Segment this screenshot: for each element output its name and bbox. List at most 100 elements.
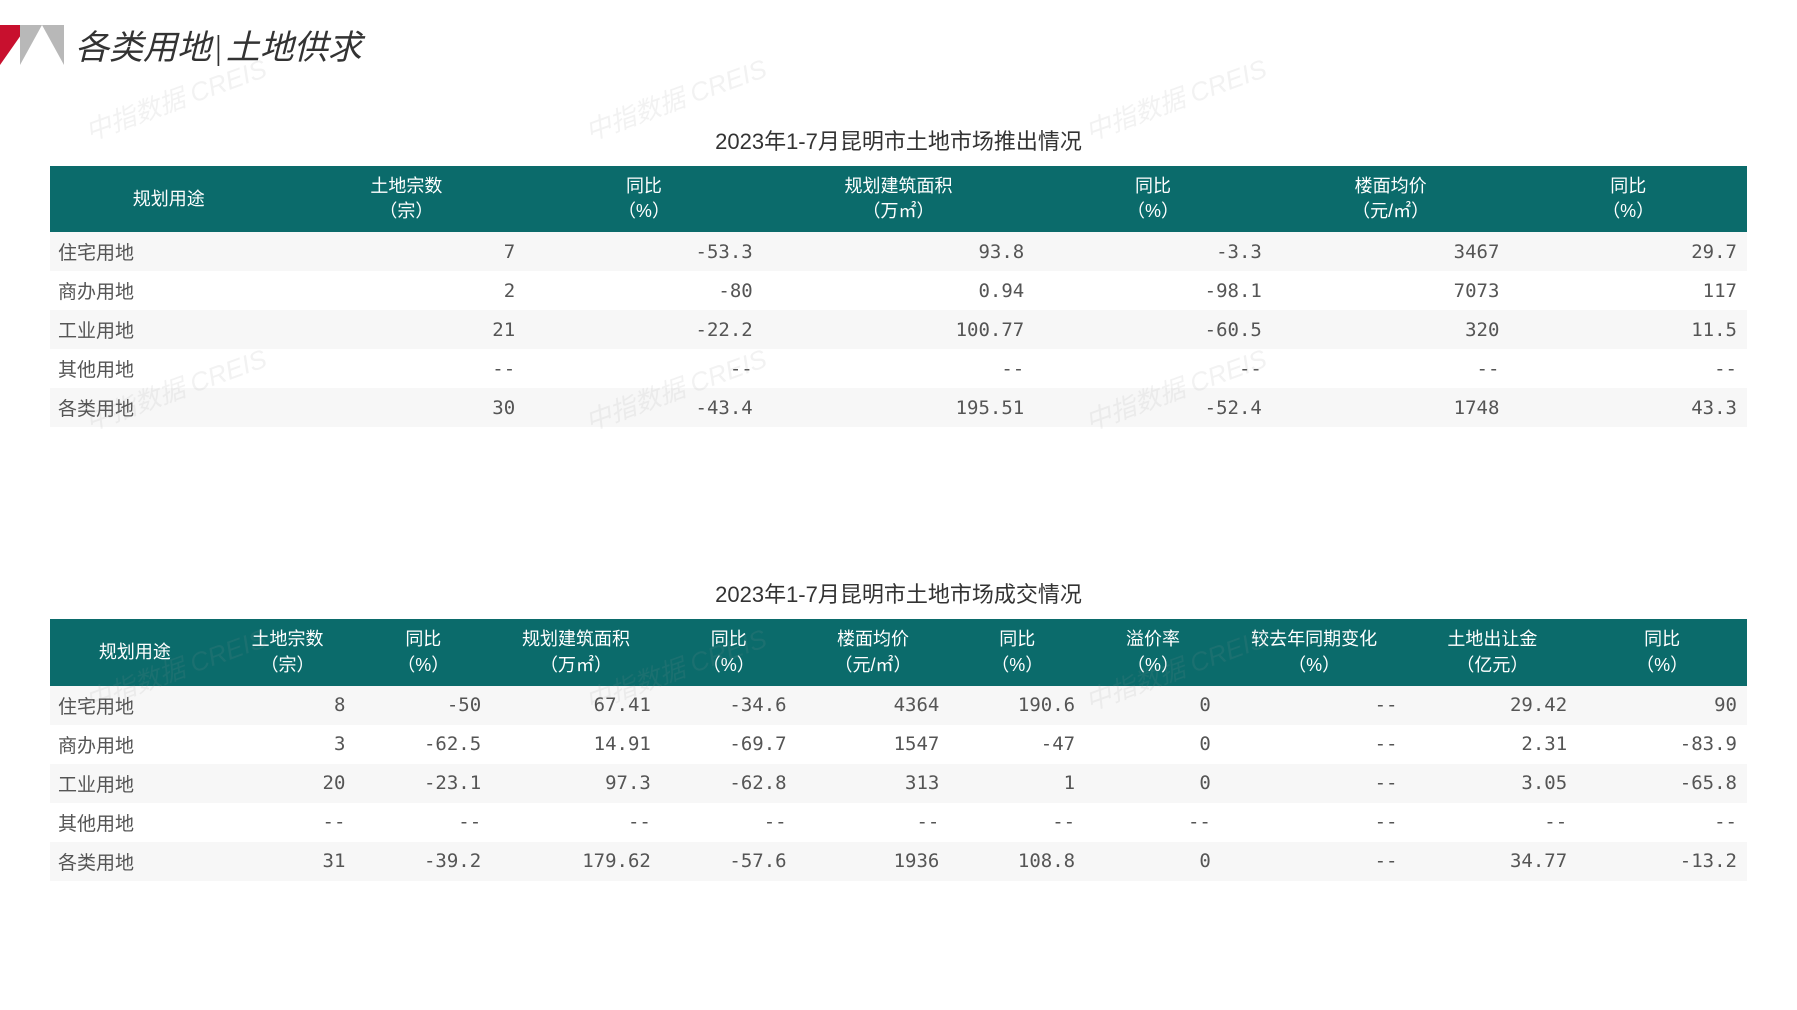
table-cell: -- <box>1272 349 1510 388</box>
table-cell: 0 <box>1085 764 1221 803</box>
table-cell: -- <box>797 803 950 842</box>
column-header: 土地出让金（亿元） <box>1408 619 1578 685</box>
table-cell: 8 <box>220 686 356 725</box>
column-header: 土地宗数（宗） <box>288 166 526 232</box>
table-cell: -- <box>1034 349 1272 388</box>
table-cell: 2 <box>288 271 526 310</box>
table-cell: 1 <box>949 764 1085 803</box>
table1-body: 住宅用地7-53.393.8-3.3346729.7商办用地2-800.94-9… <box>50 232 1747 427</box>
table-cell: 商办用地 <box>50 725 220 764</box>
table-cell: 100.77 <box>763 310 1035 349</box>
table2-title: 2023年1-7月昆明市土地市场成交情况 <box>50 577 1747 609</box>
table-cell: 34.77 <box>1408 842 1578 881</box>
table-cell: -57.6 <box>661 842 797 881</box>
table-cell: 0 <box>1085 686 1221 725</box>
table-cell: 1936 <box>797 842 950 881</box>
table-cell: -34.6 <box>661 686 797 725</box>
table-cell: -- <box>1509 349 1747 388</box>
table-cell: 90 <box>1577 686 1747 725</box>
table-cell: 97.3 <box>491 764 661 803</box>
table-cell: -23.1 <box>355 764 491 803</box>
table-cell: -- <box>525 349 763 388</box>
table-cell: 20 <box>220 764 356 803</box>
table-cell: 1547 <box>797 725 950 764</box>
page-header: 各类用地|土地供求 <box>0 0 1797 84</box>
table-cell: -60.5 <box>1034 310 1272 349</box>
table-cell: -- <box>949 803 1085 842</box>
table-row: 工业用地21-22.2100.77-60.532011.5 <box>50 310 1747 349</box>
table-cell: -- <box>661 803 797 842</box>
table-cell: -3.3 <box>1034 232 1272 271</box>
table-cell: 各类用地 <box>50 388 288 427</box>
table-cell: -53.3 <box>525 232 763 271</box>
table-cell: 商办用地 <box>50 271 288 310</box>
page-title: 各类用地|土地供求 <box>75 20 362 69</box>
table-cell: 各类用地 <box>50 842 220 881</box>
table-cell: 313 <box>797 764 950 803</box>
table-cell: -47 <box>949 725 1085 764</box>
table-section-deal: 2023年1-7月昆明市土地市场成交情况 规划用途土地宗数（宗）同比（%）规划建… <box>50 577 1747 880</box>
table-cell: -80 <box>525 271 763 310</box>
table1-title: 2023年1-7月昆明市土地市场推出情况 <box>50 124 1747 156</box>
column-header: 同比（%） <box>1034 166 1272 232</box>
table-cell: -- <box>355 803 491 842</box>
table-cell: 0 <box>1085 842 1221 881</box>
table-cell: 43.3 <box>1509 388 1747 427</box>
table-cell: 67.41 <box>491 686 661 725</box>
table-cell: -- <box>491 803 661 842</box>
table-cell: -- <box>1577 803 1747 842</box>
table-cell: 7073 <box>1272 271 1510 310</box>
table-cell: 30 <box>288 388 526 427</box>
table-cell: 117 <box>1509 271 1747 310</box>
logo-icon <box>0 25 60 65</box>
table-cell: 29.42 <box>1408 686 1578 725</box>
table-section-supply: 2023年1-7月昆明市土地市场推出情况 规划用途土地宗数（宗）同比（%）规划建… <box>50 124 1747 427</box>
column-header: 规划用途 <box>50 619 220 685</box>
column-header: 同比（%） <box>525 166 763 232</box>
table-cell: -50 <box>355 686 491 725</box>
table2: 规划用途土地宗数（宗）同比（%）规划建筑面积（万㎡）同比（%）楼面均价（元/㎡）… <box>50 619 1747 880</box>
table-cell: 14.91 <box>491 725 661 764</box>
table-cell: -22.2 <box>525 310 763 349</box>
column-header: 同比（%） <box>1509 166 1747 232</box>
table-row: 商办用地3-62.514.91-69.71547-470--2.31-83.9 <box>50 725 1747 764</box>
table-cell: -- <box>1408 803 1578 842</box>
table-row: 工业用地20-23.197.3-62.831310--3.05-65.8 <box>50 764 1747 803</box>
table-cell: -- <box>1221 725 1408 764</box>
table-cell: 2.31 <box>1408 725 1578 764</box>
table-cell: 31 <box>220 842 356 881</box>
table-cell: 住宅用地 <box>50 686 220 725</box>
table-row: 住宅用地7-53.393.8-3.3346729.7 <box>50 232 1747 271</box>
table-cell: 工业用地 <box>50 764 220 803</box>
column-header: 规划建筑面积（万㎡） <box>491 619 661 685</box>
table-cell: -- <box>1221 803 1408 842</box>
table-row: 商办用地2-800.94-98.17073117 <box>50 271 1747 310</box>
table-cell: -52.4 <box>1034 388 1272 427</box>
table-cell: 其他用地 <box>50 349 288 388</box>
table-cell: 3 <box>220 725 356 764</box>
table-cell: 93.8 <box>763 232 1035 271</box>
table-cell: 179.62 <box>491 842 661 881</box>
table-cell: -- <box>1221 764 1408 803</box>
table-cell: -62.8 <box>661 764 797 803</box>
table-cell: -- <box>763 349 1035 388</box>
column-header: 同比（%） <box>949 619 1085 685</box>
table-cell: 0.94 <box>763 271 1035 310</box>
table-cell: 320 <box>1272 310 1510 349</box>
column-header: 较去年同期变化（%） <box>1221 619 1408 685</box>
table-cell: 108.8 <box>949 842 1085 881</box>
table-row: 住宅用地8-5067.41-34.64364190.60--29.4290 <box>50 686 1747 725</box>
table-cell: -13.2 <box>1577 842 1747 881</box>
table-cell: 11.5 <box>1509 310 1747 349</box>
table-cell: -- <box>288 349 526 388</box>
column-header: 规划用途 <box>50 166 288 232</box>
table1-head: 规划用途土地宗数（宗）同比（%）规划建筑面积（万㎡）同比（%）楼面均价（元/㎡）… <box>50 166 1747 232</box>
table-cell: 190.6 <box>949 686 1085 725</box>
table-cell: -- <box>1221 842 1408 881</box>
column-header: 楼面均价（元/㎡） <box>1272 166 1510 232</box>
table-cell: 0 <box>1085 725 1221 764</box>
table-cell: 7 <box>288 232 526 271</box>
table-cell: -98.1 <box>1034 271 1272 310</box>
table2-body: 住宅用地8-5067.41-34.64364190.60--29.4290商办用… <box>50 686 1747 881</box>
table-cell: -62.5 <box>355 725 491 764</box>
